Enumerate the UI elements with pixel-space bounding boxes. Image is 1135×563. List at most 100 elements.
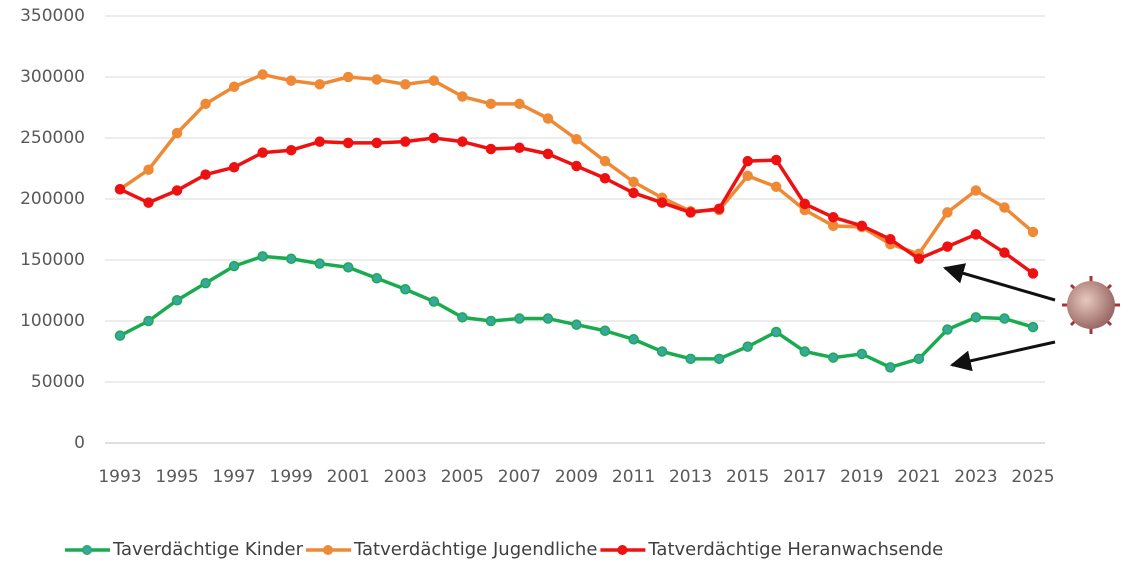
data-point bbox=[114, 330, 126, 341]
y-tick-label: 100000 bbox=[20, 311, 85, 331]
data-point bbox=[457, 91, 468, 102]
data-point bbox=[114, 183, 126, 195]
data-point bbox=[599, 325, 611, 337]
data-point bbox=[770, 181, 782, 193]
data-point bbox=[942, 207, 953, 218]
data-point bbox=[171, 185, 183, 196]
data-point bbox=[457, 136, 468, 147]
data-point bbox=[770, 326, 782, 338]
legend-marker bbox=[82, 545, 92, 555]
data-point bbox=[228, 162, 240, 173]
y-tick-label: 250000 bbox=[20, 128, 85, 148]
data-point bbox=[856, 220, 868, 232]
legend-label: Tatverdächtige Jugendliche bbox=[353, 539, 597, 560]
data-point bbox=[770, 154, 782, 166]
legend: Taverdächtige Kinder Tatverdächtige Jugen… bbox=[65, 539, 943, 560]
data-point bbox=[514, 142, 525, 154]
data-point bbox=[542, 313, 554, 324]
data-point bbox=[1027, 321, 1039, 333]
x-tick-label: 2007 bbox=[498, 467, 541, 487]
data-point bbox=[400, 284, 411, 295]
x-tick-label: 2015 bbox=[726, 467, 769, 487]
data-point bbox=[485, 98, 497, 110]
data-point bbox=[799, 198, 810, 210]
data-point bbox=[628, 334, 639, 345]
data-point bbox=[799, 346, 810, 357]
data-point bbox=[913, 353, 925, 365]
y-tick-label: 0 bbox=[74, 433, 85, 453]
data-point bbox=[343, 71, 354, 83]
data-point bbox=[542, 148, 554, 160]
data-point bbox=[285, 75, 297, 86]
x-tick-label: 2019 bbox=[840, 467, 883, 487]
x-tick-label: 2013 bbox=[669, 467, 712, 487]
data-point bbox=[428, 132, 440, 144]
data-point bbox=[343, 137, 354, 149]
y-tick-label: 50000 bbox=[31, 372, 85, 392]
data-point bbox=[571, 133, 582, 145]
data-point bbox=[200, 277, 211, 289]
x-tick-label: 2023 bbox=[954, 467, 997, 487]
data-point bbox=[171, 295, 183, 306]
data-point bbox=[257, 147, 268, 158]
data-point bbox=[314, 136, 325, 147]
annotation-arrow bbox=[942, 263, 1056, 302]
data-point bbox=[457, 312, 468, 323]
x-tick-label: 2009 bbox=[555, 467, 598, 487]
y-tick-label: 350000 bbox=[20, 6, 85, 26]
data-point bbox=[428, 296, 440, 307]
x-tick-label: 2011 bbox=[612, 467, 655, 487]
data-point bbox=[428, 75, 440, 86]
data-point bbox=[143, 164, 154, 175]
data-point bbox=[171, 127, 183, 139]
data-point bbox=[942, 324, 953, 335]
data-point bbox=[742, 155, 753, 167]
data-point bbox=[713, 203, 725, 215]
data-point bbox=[1027, 226, 1039, 238]
data-point bbox=[856, 348, 868, 360]
data-point bbox=[999, 313, 1010, 324]
data-point bbox=[285, 253, 297, 265]
data-point bbox=[542, 113, 554, 124]
data-point bbox=[656, 197, 668, 208]
data-point bbox=[285, 144, 297, 156]
y-tick-label: 150000 bbox=[20, 250, 85, 270]
data-point bbox=[828, 352, 839, 363]
data-point bbox=[999, 247, 1010, 258]
x-tick-label: 2001 bbox=[327, 467, 370, 487]
data-point bbox=[828, 212, 839, 223]
data-point bbox=[685, 353, 696, 365]
data-point bbox=[599, 155, 611, 167]
data-point bbox=[942, 241, 953, 252]
data-point bbox=[200, 98, 211, 110]
x-tick-label: 2025 bbox=[1011, 467, 1054, 487]
y-tick-label: 300000 bbox=[20, 67, 85, 87]
x-tick-label: 1993 bbox=[98, 467, 141, 487]
legend-label: Tatverdächtige Heranwachsende bbox=[647, 539, 943, 560]
data-point bbox=[143, 315, 154, 327]
data-point bbox=[371, 137, 383, 149]
data-point bbox=[885, 362, 896, 373]
data-point bbox=[628, 187, 639, 199]
data-point bbox=[400, 79, 411, 90]
data-point bbox=[143, 197, 154, 208]
data-point bbox=[742, 170, 753, 182]
x-tick-label: 2017 bbox=[783, 467, 826, 487]
data-point bbox=[514, 98, 525, 110]
legend-marker bbox=[617, 545, 628, 555]
data-point bbox=[228, 260, 240, 272]
data-point bbox=[656, 346, 668, 357]
series-line bbox=[119, 254, 1034, 370]
x-tick-label: 1999 bbox=[270, 467, 313, 487]
data-point bbox=[343, 262, 354, 273]
data-point bbox=[314, 258, 325, 269]
data-point bbox=[200, 169, 211, 180]
y-tick-label: 200000 bbox=[20, 189, 85, 209]
legend-marker bbox=[323, 545, 334, 555]
data-point bbox=[742, 341, 753, 352]
x-tick-label: 2021 bbox=[897, 467, 940, 487]
data-point bbox=[371, 74, 383, 85]
data-point bbox=[1027, 268, 1039, 279]
x-tick-label: 2005 bbox=[441, 467, 484, 487]
